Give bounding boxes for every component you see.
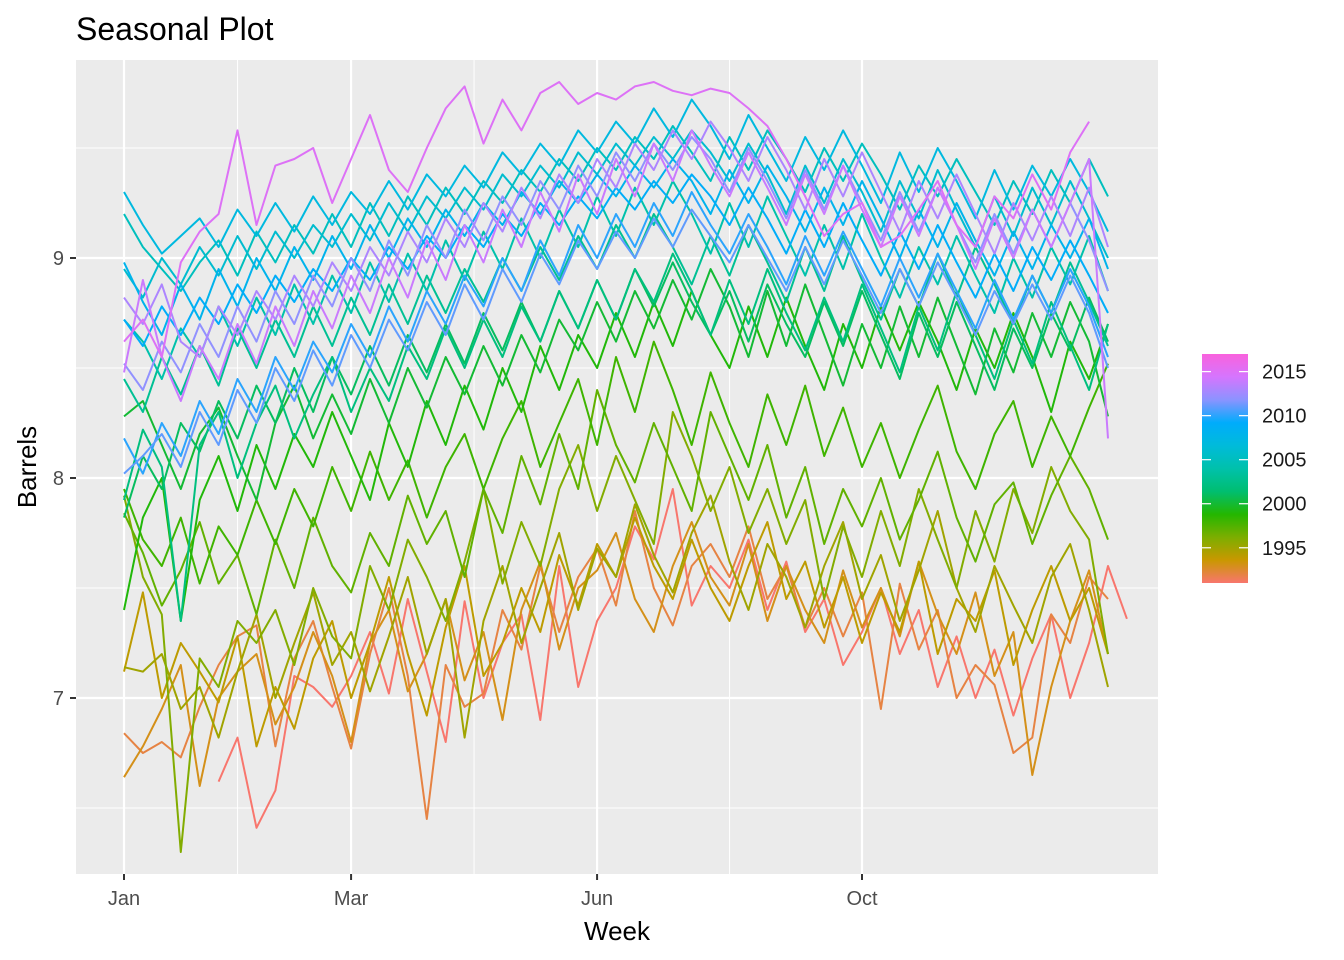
chart-title: Seasonal Plot <box>76 11 274 47</box>
series-line-1993 <box>123 521 1109 787</box>
legend-colorbar <box>1202 354 1248 583</box>
legend-ticks: 2015 2010 2005 2000 1995 <box>1202 362 1307 560</box>
x-axis-title: Week <box>584 916 651 946</box>
series-lines <box>123 81 1128 853</box>
y-axis: 7 8 9 <box>53 248 76 710</box>
y-tick-label: 8 <box>53 468 64 490</box>
series-line-2002 <box>123 252 1109 622</box>
series-line-2010 <box>123 191 1109 475</box>
legend-label: 2005 <box>1262 450 1307 472</box>
series-line-1992 <box>123 510 1109 820</box>
x-tick-label: Oct <box>846 888 878 910</box>
x-tick-label: Mar <box>334 888 369 910</box>
y-axis-title: Barrels <box>12 426 42 508</box>
x-axis: Jan Mar Jun Oct <box>108 874 878 910</box>
series-line-2013 <box>123 120 1109 358</box>
legend-label: 2000 <box>1262 494 1307 516</box>
series-line-1999 <box>123 290 1109 622</box>
y-tick-label: 7 <box>53 688 64 710</box>
x-tick-label: Jun <box>581 888 613 910</box>
plot-panel <box>76 60 1158 874</box>
series-line-1997 <box>123 389 1109 616</box>
legend-label: 2010 <box>1262 406 1307 428</box>
series-line-1996 <box>123 411 1109 853</box>
series-line-2008 <box>123 158 1109 336</box>
series-line-2014 <box>123 129 1109 439</box>
series-line-1991 <box>217 488 1128 829</box>
series-line-2007 <box>123 98 1109 255</box>
series-line-1995 <box>123 494 1109 739</box>
series-line-2011 <box>123 208 1109 475</box>
series-line-2000 <box>123 268 1109 501</box>
legend-label: 2015 <box>1262 362 1307 384</box>
legend-label: 1995 <box>1262 538 1307 560</box>
y-tick-label: 9 <box>53 248 64 270</box>
series-line-2006 <box>123 129 1109 299</box>
series-line-2015 <box>123 81 1090 358</box>
x-tick-label: Jan <box>108 888 140 910</box>
legend: 2015 2010 2005 2000 1995 <box>1202 354 1307 583</box>
series-line-1998 <box>123 340 1109 585</box>
